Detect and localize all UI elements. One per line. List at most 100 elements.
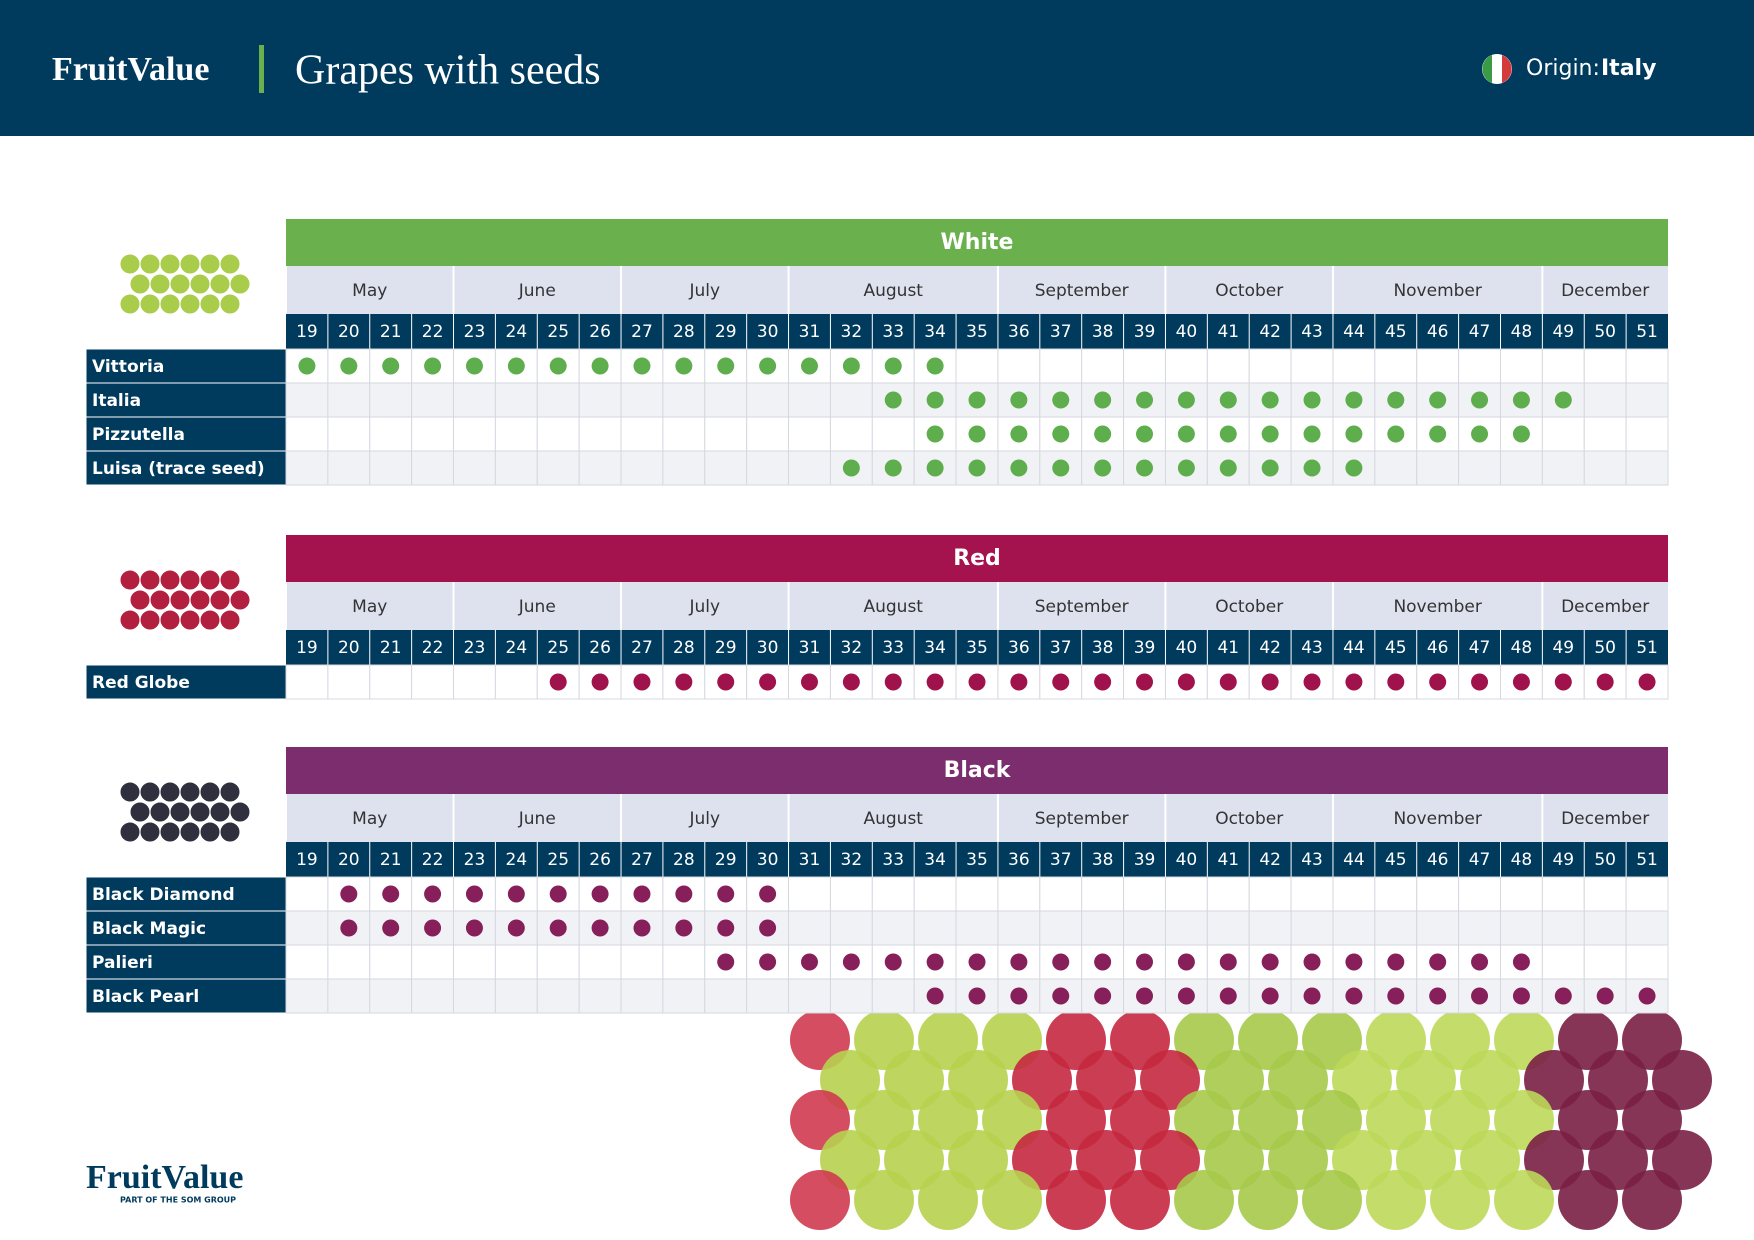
grape-icon: [139, 609, 161, 631]
week-cell: [494, 416, 538, 452]
month-label: July: [688, 281, 720, 301]
group-header: [286, 535, 1668, 582]
availability-dot: [424, 357, 442, 375]
week-cell: [746, 450, 790, 486]
availability-dot: [800, 953, 818, 971]
week-label: 33: [882, 638, 904, 658]
week-label: 34: [924, 850, 946, 870]
week-cell: [411, 382, 455, 418]
week-cell: [1499, 876, 1543, 912]
availability-dot: [1052, 953, 1070, 971]
week-cell: [788, 416, 831, 452]
grape-icon: [219, 609, 241, 631]
week-label: 25: [547, 850, 569, 870]
availability-dot: [884, 953, 902, 971]
week-label: 36: [1008, 638, 1030, 658]
availability-dot: [1429, 987, 1447, 1005]
week-label: 31: [799, 322, 821, 342]
week-cell: [1625, 910, 1669, 946]
week-label: 43: [1301, 850, 1323, 870]
availability-dot: [1219, 673, 1237, 691]
week-cell: [662, 944, 706, 980]
week-cell: [913, 910, 957, 946]
variety-cell: [85, 450, 287, 486]
availability-dot: [591, 919, 609, 937]
availability-dot: [968, 459, 986, 477]
grape-icon: [209, 801, 231, 823]
week-cell: [1625, 348, 1669, 384]
week-label: 22: [422, 322, 444, 342]
week-cell: [662, 382, 706, 418]
availability-dot: [1345, 391, 1363, 409]
availability-dot: [549, 919, 567, 937]
month-label: May: [352, 281, 387, 301]
availability-dot: [1177, 459, 1195, 477]
availability-dot: [1303, 459, 1321, 477]
week-cell: [1332, 876, 1376, 912]
week-label: 26: [589, 322, 611, 342]
grape-icon: [129, 801, 151, 823]
week-cell: [829, 978, 873, 1014]
week-label: 23: [464, 322, 486, 342]
week-cell: [369, 450, 413, 486]
variety-name: Red Globe: [92, 673, 190, 693]
week-cell: [1499, 450, 1543, 486]
month-row: [286, 794, 1668, 842]
week-label: 37: [1050, 850, 1072, 870]
grape-icon: [199, 253, 221, 275]
week-cell: [871, 876, 915, 912]
month-label: December: [1561, 281, 1649, 301]
grape-icon: [139, 253, 161, 275]
availability-dot: [884, 459, 902, 477]
availability-dot: [1471, 673, 1489, 691]
availability-dot: [633, 357, 651, 375]
week-cell: [1625, 876, 1669, 912]
week-label: 43: [1301, 322, 1323, 342]
grape-icon: [199, 293, 221, 315]
month-label: May: [352, 597, 387, 617]
availability-dot: [424, 919, 442, 937]
divider: [259, 45, 264, 93]
week-cell: [1290, 348, 1334, 384]
week-label: 48: [1511, 850, 1533, 870]
month-row: [286, 266, 1668, 314]
availability-dot: [759, 673, 777, 691]
week-label: 44: [1343, 322, 1365, 342]
availability-dot: [591, 885, 609, 903]
week-label: 23: [464, 850, 486, 870]
variety-cell: [85, 876, 287, 912]
grape-icon: [129, 273, 151, 295]
week-cell: [1164, 876, 1208, 912]
week-cell: [955, 348, 999, 384]
availability-dot: [1094, 987, 1112, 1005]
week-cell: [536, 978, 580, 1014]
week-cell: [453, 944, 496, 980]
week-cell: [788, 382, 831, 418]
availability-dot: [1387, 391, 1405, 409]
week-cell: [1081, 382, 1125, 418]
variety-name: Luisa (trace seed): [92, 459, 265, 479]
week-label: 45: [1385, 638, 1407, 658]
week-label: 35: [966, 322, 988, 342]
week-cell: [578, 416, 622, 452]
week-cell: [369, 382, 413, 418]
footer-brand: FruitValue: [86, 1159, 243, 1196]
week-cell: [494, 382, 538, 418]
week-label: 33: [882, 850, 904, 870]
availability-dot: [1261, 425, 1279, 443]
variety-name: Italia: [92, 391, 141, 411]
availability-dot: [717, 673, 735, 691]
week-cell: [788, 978, 831, 1014]
week-row: [286, 314, 1668, 349]
month-label: September: [1035, 597, 1129, 617]
week-label: 21: [380, 638, 402, 658]
week-label: 30: [757, 322, 779, 342]
week-label: 39: [1134, 638, 1156, 658]
week-cell: [369, 664, 413, 700]
week-cell: [1458, 348, 1501, 384]
week-cell: [955, 876, 999, 912]
flag: [1482, 54, 1512, 84]
grape-icon: [199, 821, 221, 843]
page-title: Grapes with seeds: [295, 48, 601, 94]
week-label: 43: [1301, 638, 1323, 658]
